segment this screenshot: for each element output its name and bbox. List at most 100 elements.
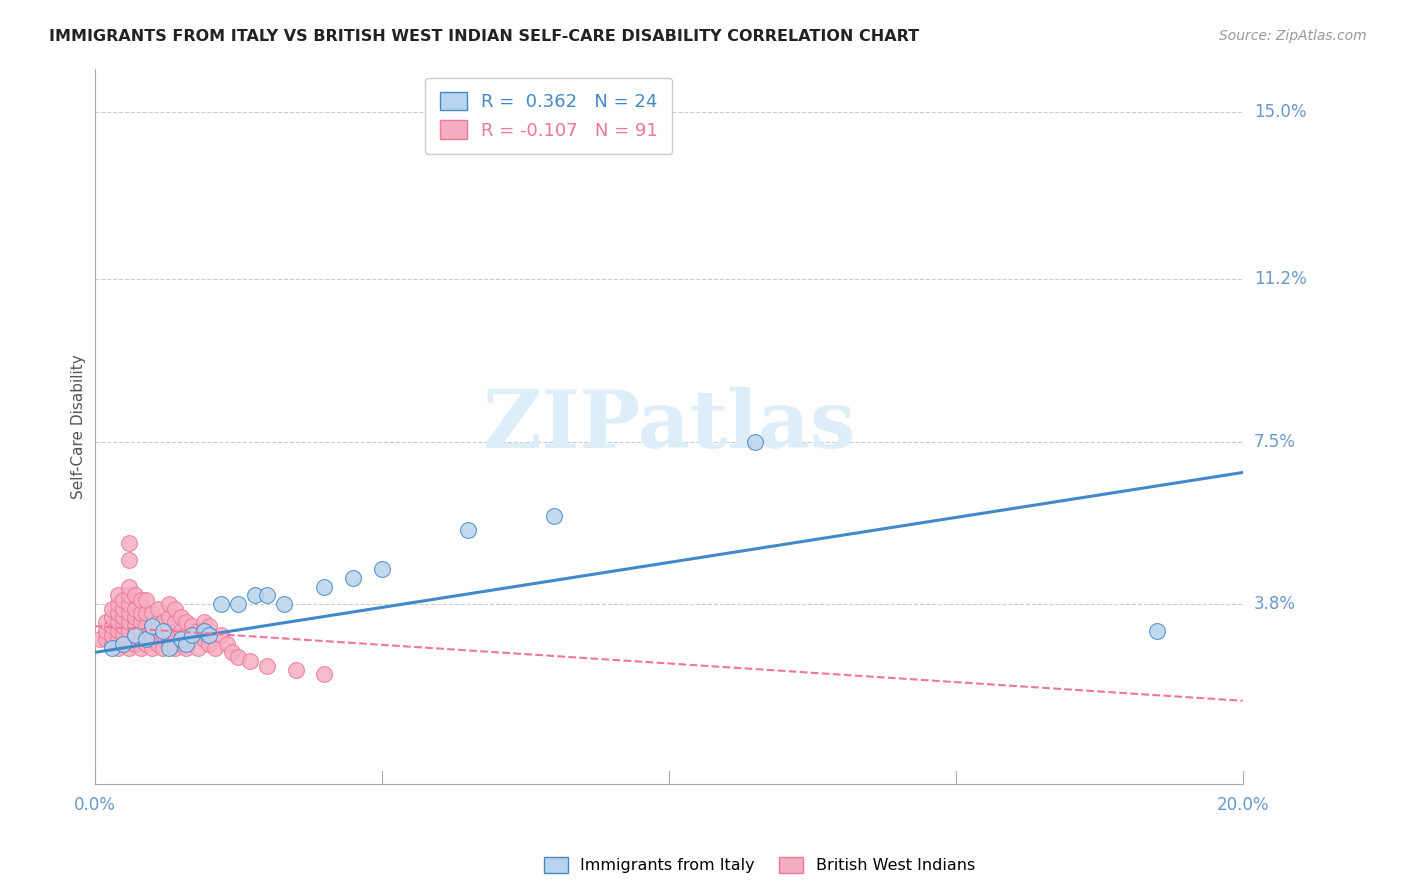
Point xyxy=(141,632,163,647)
Y-axis label: Self-Care Disability: Self-Care Disability xyxy=(72,354,86,499)
Point xyxy=(170,632,193,647)
Point xyxy=(152,628,174,642)
Point xyxy=(118,597,141,611)
Point xyxy=(94,624,117,638)
Point xyxy=(118,615,141,629)
Point xyxy=(457,523,479,537)
Point xyxy=(135,632,157,647)
Point xyxy=(314,667,336,681)
Point xyxy=(157,641,180,656)
Point xyxy=(157,637,180,651)
Point xyxy=(101,610,124,624)
Point xyxy=(135,606,157,620)
Text: 3.8%: 3.8% xyxy=(1254,595,1296,613)
Point xyxy=(176,637,198,651)
Point xyxy=(370,562,392,576)
Point xyxy=(157,610,180,624)
Point xyxy=(1146,624,1168,638)
Point xyxy=(209,628,232,642)
Point xyxy=(146,637,169,651)
Point xyxy=(94,632,117,647)
Point xyxy=(107,588,129,602)
Point xyxy=(118,641,141,656)
Point xyxy=(342,571,364,585)
Point xyxy=(176,615,198,629)
Point xyxy=(94,615,117,629)
Point xyxy=(176,628,198,642)
Point xyxy=(163,615,186,629)
Point xyxy=(256,658,278,673)
Point xyxy=(141,606,163,620)
Point xyxy=(129,641,152,656)
Point xyxy=(170,610,193,624)
Point xyxy=(152,641,174,656)
Point xyxy=(152,624,174,638)
Point xyxy=(107,615,129,629)
Point xyxy=(146,628,169,642)
Point xyxy=(112,619,135,633)
Point xyxy=(152,615,174,629)
Point xyxy=(107,632,129,647)
Point xyxy=(141,641,163,656)
Point xyxy=(141,619,163,633)
Text: 7.5%: 7.5% xyxy=(1254,433,1296,450)
Point xyxy=(239,654,262,668)
Point xyxy=(129,592,152,607)
Point xyxy=(101,641,124,656)
Point xyxy=(187,641,209,656)
Point xyxy=(112,628,135,642)
Point xyxy=(129,615,152,629)
Text: 15.0%: 15.0% xyxy=(1254,103,1306,121)
Point xyxy=(118,580,141,594)
Point xyxy=(314,580,336,594)
Point xyxy=(221,645,243,659)
Point xyxy=(157,624,180,638)
Point xyxy=(146,615,169,629)
Point xyxy=(135,628,157,642)
Point xyxy=(118,553,141,567)
Point xyxy=(124,601,146,615)
Point xyxy=(181,628,204,642)
Point xyxy=(198,637,221,651)
Point xyxy=(284,663,307,677)
Point xyxy=(273,597,295,611)
Text: 11.2%: 11.2% xyxy=(1254,270,1306,288)
Point xyxy=(107,606,129,620)
Point xyxy=(112,610,135,624)
Point xyxy=(112,637,135,651)
Point xyxy=(101,619,124,633)
Point xyxy=(129,624,152,638)
Text: IMMIGRANTS FROM ITALY VS BRITISH WEST INDIAN SELF-CARE DISABILITY CORRELATION CH: IMMIGRANTS FROM ITALY VS BRITISH WEST IN… xyxy=(49,29,920,44)
Point xyxy=(135,592,157,607)
Point xyxy=(107,624,129,638)
Point xyxy=(163,601,186,615)
Point xyxy=(118,624,141,638)
Point xyxy=(170,624,193,638)
Point xyxy=(124,628,146,642)
Point xyxy=(118,588,141,602)
Point xyxy=(226,597,249,611)
Point xyxy=(181,619,204,633)
Text: 0.0%: 0.0% xyxy=(73,796,115,814)
Legend: Immigrants from Italy, British West Indians: Immigrants from Italy, British West Indi… xyxy=(537,850,981,880)
Point xyxy=(101,637,124,651)
Point xyxy=(129,632,152,647)
Text: Source: ZipAtlas.com: Source: ZipAtlas.com xyxy=(1219,29,1367,43)
Point xyxy=(163,641,186,656)
Point xyxy=(141,619,163,633)
Point xyxy=(187,624,209,638)
Point xyxy=(176,641,198,656)
Point xyxy=(193,615,215,629)
Point xyxy=(204,641,226,656)
Text: 20.0%: 20.0% xyxy=(1216,796,1270,814)
Legend: R =  0.362   N = 24, R = -0.107   N = 91: R = 0.362 N = 24, R = -0.107 N = 91 xyxy=(425,78,672,154)
Point xyxy=(170,637,193,651)
Point xyxy=(209,597,232,611)
Point xyxy=(124,610,146,624)
Point xyxy=(135,619,157,633)
Point xyxy=(215,637,238,651)
Point xyxy=(193,632,215,647)
Point xyxy=(107,597,129,611)
Point xyxy=(112,601,135,615)
Point xyxy=(744,434,766,449)
